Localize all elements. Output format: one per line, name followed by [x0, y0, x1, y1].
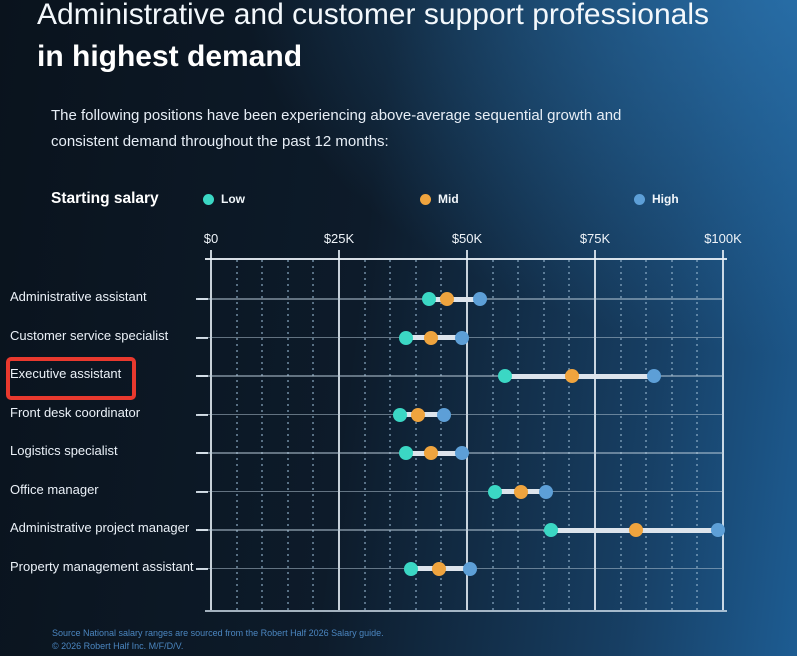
- dot-mid: [424, 330, 439, 345]
- category-label: Office manager: [10, 481, 99, 497]
- dot-low: [393, 407, 408, 422]
- legend-item-label: Mid: [438, 192, 459, 206]
- category-label: Front desk coordinator: [10, 404, 141, 420]
- category-label: Administrative assistant: [10, 289, 147, 304]
- highlight-box: [6, 356, 136, 400]
- x-gridline-minor: [286, 260, 289, 610]
- x-gridline-minor: [440, 260, 443, 610]
- subtitle-line2: consistent demand throughout the past 12…: [51, 133, 389, 150]
- dot-low: [498, 369, 513, 383]
- category-label: Logistics specialist: [10, 443, 118, 458]
- x-gridline-minor: [517, 260, 520, 610]
- dot-mid: [424, 446, 439, 460]
- legend-item-low: Low: [203, 192, 245, 206]
- dot-high: [436, 407, 451, 422]
- x-gridline-major: [210, 250, 212, 610]
- source-line1: Source National salary ranges are source…: [52, 628, 384, 638]
- dot-high: [539, 484, 554, 499]
- dot-mid: [513, 484, 528, 499]
- category-label: Administrative project manager: [10, 520, 190, 535]
- row-gridline: [198, 490, 723, 493]
- x-gridline-minor: [670, 260, 673, 610]
- x-axis-tick-label: $50K: [451, 231, 483, 246]
- page-title-line2: in highest demand: [37, 40, 303, 73]
- dot-high: [462, 561, 477, 576]
- row-tick: [196, 413, 208, 416]
- dot-low: [421, 292, 436, 306]
- row-tick: [196, 490, 208, 493]
- legend-low-dot-icon: [203, 193, 214, 205]
- category-label: Customer service specialist: [10, 327, 169, 343]
- x-gridline-minor: [696, 260, 699, 610]
- plot-area: [196, 250, 727, 612]
- dot-low: [403, 561, 418, 576]
- legend-item-label: Low: [221, 192, 245, 206]
- x-gridline-minor: [619, 260, 622, 610]
- dot-low: [544, 523, 559, 537]
- x-gridline-major: [722, 250, 724, 610]
- dot-high: [472, 292, 487, 306]
- dot-high: [454, 330, 469, 345]
- row-tick: [196, 567, 208, 570]
- x-gridline-minor: [645, 260, 648, 610]
- dot-low: [488, 484, 503, 499]
- legend-high-dot-icon: [634, 193, 645, 205]
- row-gridline: [198, 413, 723, 416]
- x-axis-tick-label: $100K: [704, 231, 742, 246]
- row-tick: [196, 452, 208, 454]
- row-gridline: [198, 375, 723, 377]
- dot-high: [454, 446, 469, 460]
- x-gridline-minor: [414, 260, 417, 610]
- x-gridline-minor: [568, 260, 571, 610]
- legend-mid-dot-icon: [420, 193, 431, 205]
- x-gridline-major: [466, 250, 468, 610]
- x-gridline-major: [338, 250, 340, 610]
- category-label: Executive assistant: [10, 366, 122, 381]
- x-gridline-minor: [491, 260, 494, 610]
- x-gridline-minor: [261, 260, 264, 610]
- subtitle-line1: The following positions have been experi…: [51, 107, 622, 124]
- dot-mid: [628, 523, 643, 537]
- dot-mid: [431, 561, 446, 576]
- x-gridline-major: [594, 250, 596, 610]
- x-gridline-minor: [363, 260, 366, 610]
- row-tick: [196, 298, 208, 300]
- dot-high: [710, 523, 725, 537]
- dot-mid: [564, 369, 579, 383]
- range-connector: [428, 296, 480, 302]
- source-line2: © 2026 Robert Half Inc. M/F/D/V.: [52, 641, 184, 651]
- legend-title: Starting salary: [51, 190, 159, 207]
- x-axis-tick-label: $75K: [579, 231, 611, 246]
- row-tick: [196, 375, 208, 377]
- dot-mid: [439, 292, 454, 306]
- dot-high: [646, 369, 661, 383]
- dot-low: [398, 330, 413, 345]
- dot-mid: [411, 407, 426, 422]
- x-gridline-minor: [389, 260, 392, 610]
- x-gridline-minor: [235, 260, 238, 610]
- x-axis-tick-label: $0: [203, 231, 219, 246]
- legend-item-label: High: [652, 192, 679, 206]
- x-axis-tick-label: $25K: [323, 231, 355, 246]
- x-gridline-minor: [312, 260, 315, 610]
- row-gridline: [198, 529, 723, 531]
- range-connector: [505, 373, 654, 379]
- legend-item-high: High: [634, 192, 679, 206]
- legend-item-mid: Mid: [420, 192, 459, 206]
- row-tick: [196, 336, 208, 339]
- x-gridline-minor: [542, 260, 545, 610]
- row-tick: [196, 529, 208, 531]
- category-label: Property management assistant: [10, 558, 194, 574]
- dot-low: [398, 446, 413, 460]
- page-title-line1: Administrative and customer support prof…: [37, 0, 709, 31]
